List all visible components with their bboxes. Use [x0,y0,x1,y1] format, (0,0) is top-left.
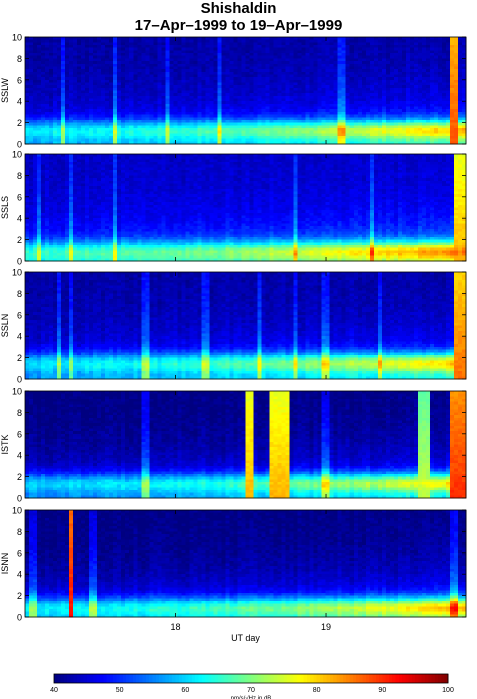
y-tick-label: 10 [12,33,22,43]
y-tick-label: 2 [17,118,22,128]
y-tick-label: 6 [17,75,22,85]
y-tick-label: 4 [17,97,22,107]
panel-sslw: 0 2 4 6 8 10 SSLW [0,33,467,150]
y-tick-label: 8 [17,54,22,64]
station-label: SSLW [0,78,10,103]
panel-ssls: 0246810SSLS [0,150,467,267]
y-tick-label: 0 [17,140,22,150]
